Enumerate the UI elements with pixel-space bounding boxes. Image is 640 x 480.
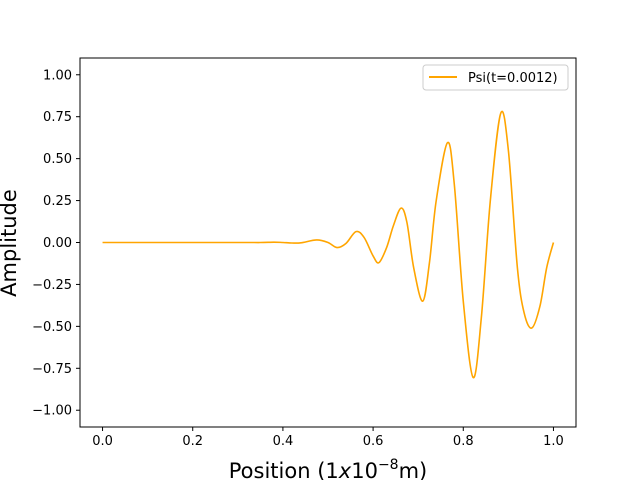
x-tick-label: 1.0 <box>543 434 564 449</box>
y-tick-label: 0.75 <box>43 110 72 125</box>
x-tick-label: 0.2 <box>182 434 203 449</box>
y-tick-label: 0.25 <box>43 194 72 209</box>
y-tick-label: 0.00 <box>43 236 72 251</box>
x-tick-label: 0.0 <box>92 434 113 449</box>
x-axis-title: Position (1x10−8m) <box>229 457 427 480</box>
legend-box <box>422 64 569 91</box>
legend-label-psi: Psi(t=0.0012) <box>468 71 558 86</box>
plot-frame <box>79 57 577 428</box>
series-line-0 <box>102 110 555 379</box>
x-tick-label: 0.4 <box>273 434 294 449</box>
y-tick-label: −0.25 <box>32 278 72 293</box>
legend: Psi(t=0.0012) <box>422 64 569 91</box>
y-axis-title: Amplitude <box>0 189 21 297</box>
y-tick-label: −0.75 <box>32 362 72 377</box>
y-tick-label: 0.50 <box>43 152 72 167</box>
x-tick-label: 0.8 <box>453 434 474 449</box>
chart-marks: 0.0 0.2 0.4 0.6 0.8 1.0 −1.00 −0.75 −0.50 −0.25 0.… <box>32 68 564 449</box>
y-tick-label: 1.00 <box>43 68 72 83</box>
y-tick-label: −0.50 <box>32 320 72 335</box>
y-tick-label: −1.00 <box>32 404 72 419</box>
x-tick-label: 0.6 <box>363 434 384 449</box>
